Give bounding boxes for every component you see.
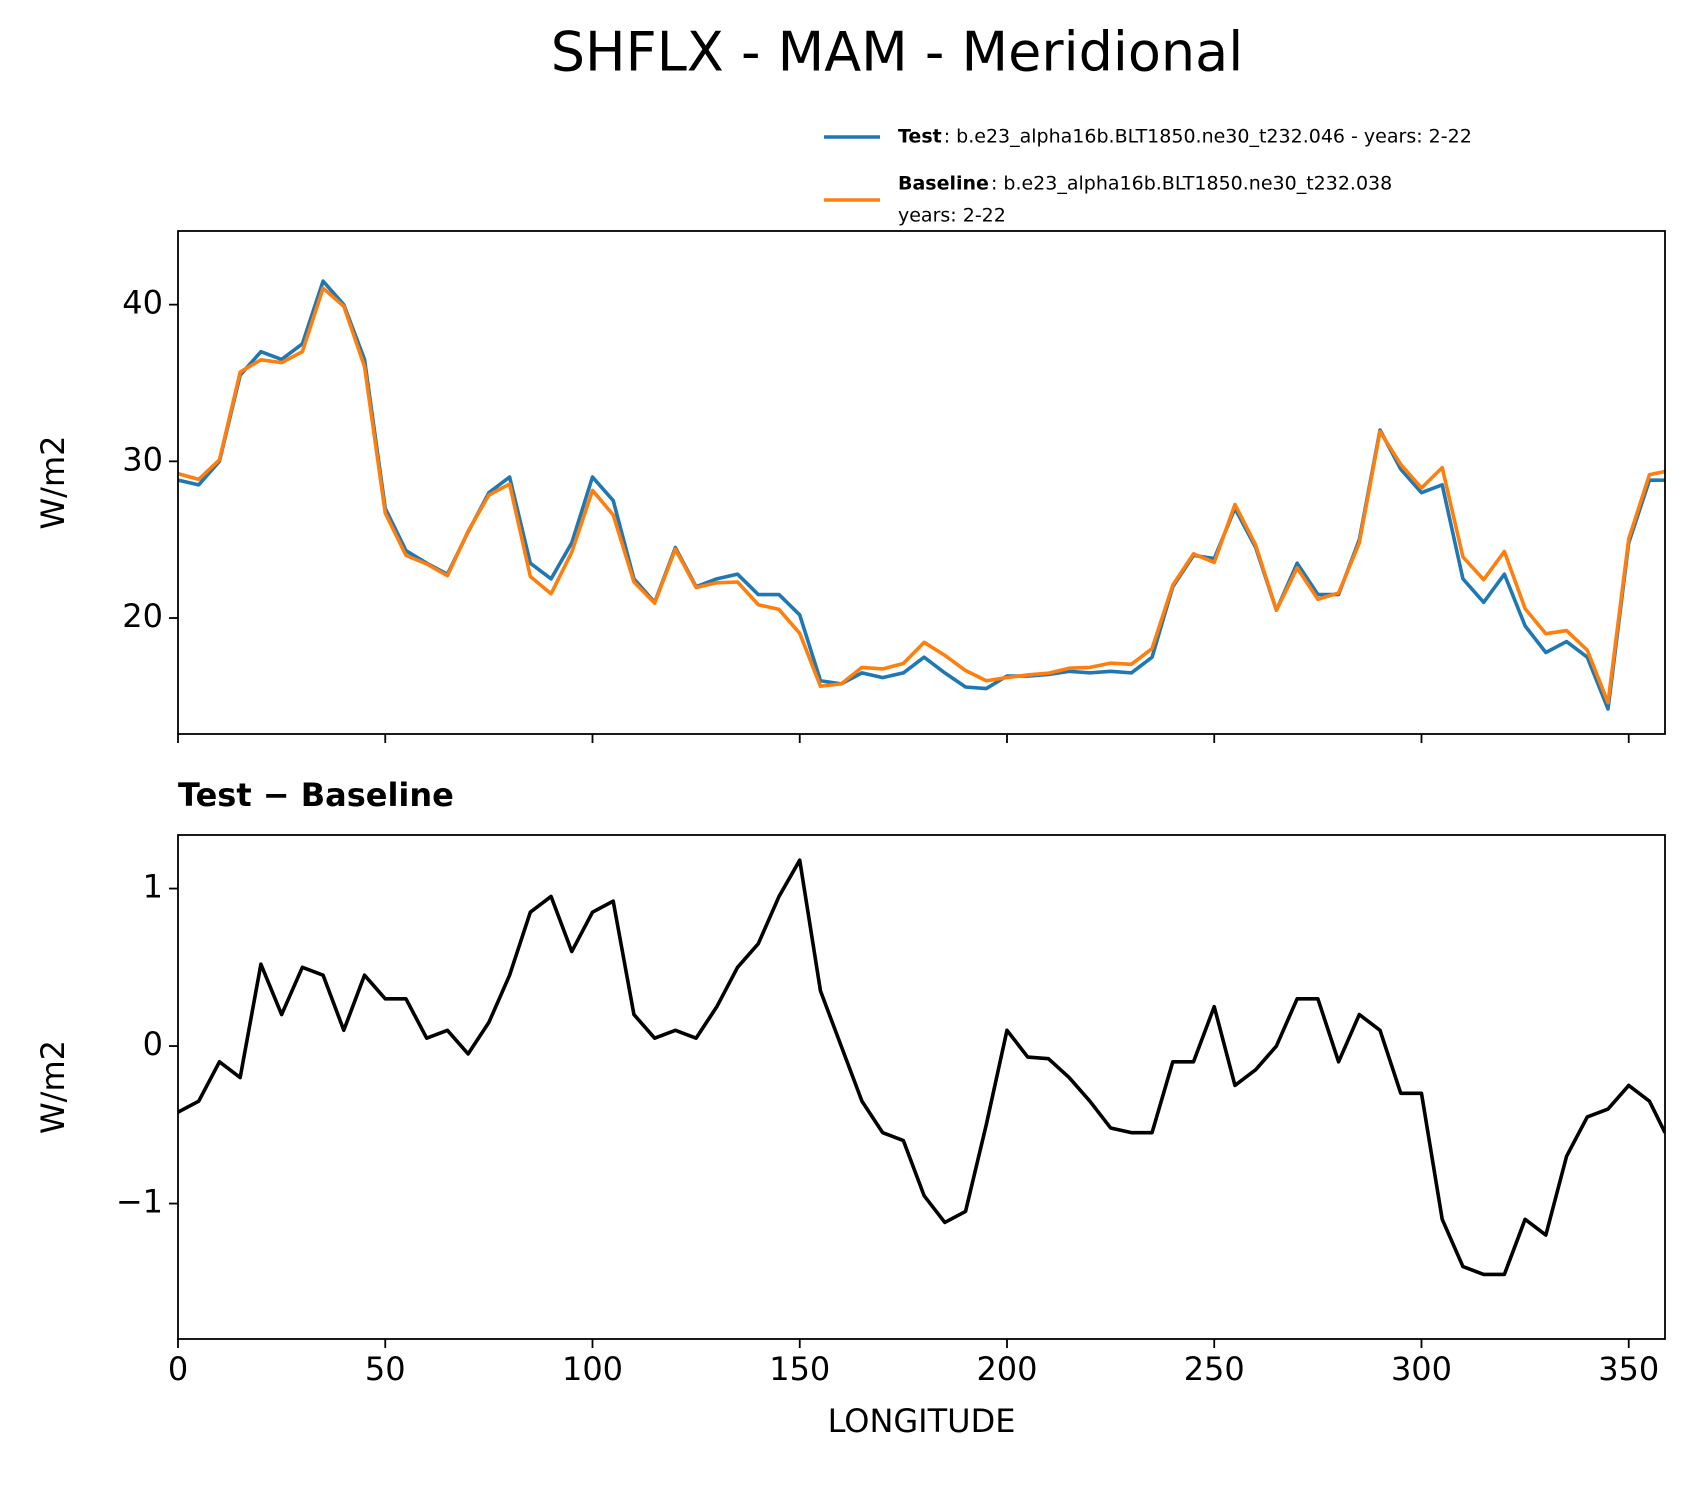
y-tick-label: 20 xyxy=(122,597,163,635)
legend-description: : b.e23_alpha16b.BLT1850.ne30_t232.038 xyxy=(991,173,1392,195)
legend-label: Test xyxy=(898,126,942,148)
y-tick-label: −1 xyxy=(116,1183,163,1221)
x-tick-label: 0 xyxy=(168,1350,188,1388)
axes-frame xyxy=(177,834,1666,1340)
x-tick-label: 50 xyxy=(365,1350,406,1388)
figure-title: SHFLX - MAM - Meridional xyxy=(551,21,1243,84)
x-tick-label: 350 xyxy=(1598,1350,1659,1388)
y-tick-label: 30 xyxy=(122,440,163,478)
axes-title: Test − Baseline xyxy=(178,776,454,814)
y-tick-label: 0 xyxy=(143,1025,163,1063)
legend-description: years: 2-22 xyxy=(898,205,1006,227)
x-tick-label: 100 xyxy=(562,1350,623,1388)
axes-frame xyxy=(177,230,1666,735)
x-tick-label: 300 xyxy=(1391,1350,1452,1388)
y-axis-label: W/m2 xyxy=(34,436,72,530)
y-axis-label: W/m2 xyxy=(34,1040,72,1134)
x-tick-label: 150 xyxy=(769,1350,830,1388)
y-tick-label: 1 xyxy=(143,868,163,906)
x-axis-label: LONGITUDE xyxy=(828,1402,1016,1440)
legend-description: : b.e23_alpha16b.BLT1850.ne30_t232.046 -… xyxy=(944,126,1472,148)
series-line xyxy=(178,858,1665,1277)
y-tick-label: 40 xyxy=(122,284,163,322)
x-tick-label: 200 xyxy=(976,1350,1037,1388)
x-tick-label: 250 xyxy=(1184,1350,1245,1388)
series-line xyxy=(178,286,1665,705)
legend-label: Baseline xyxy=(898,173,989,195)
